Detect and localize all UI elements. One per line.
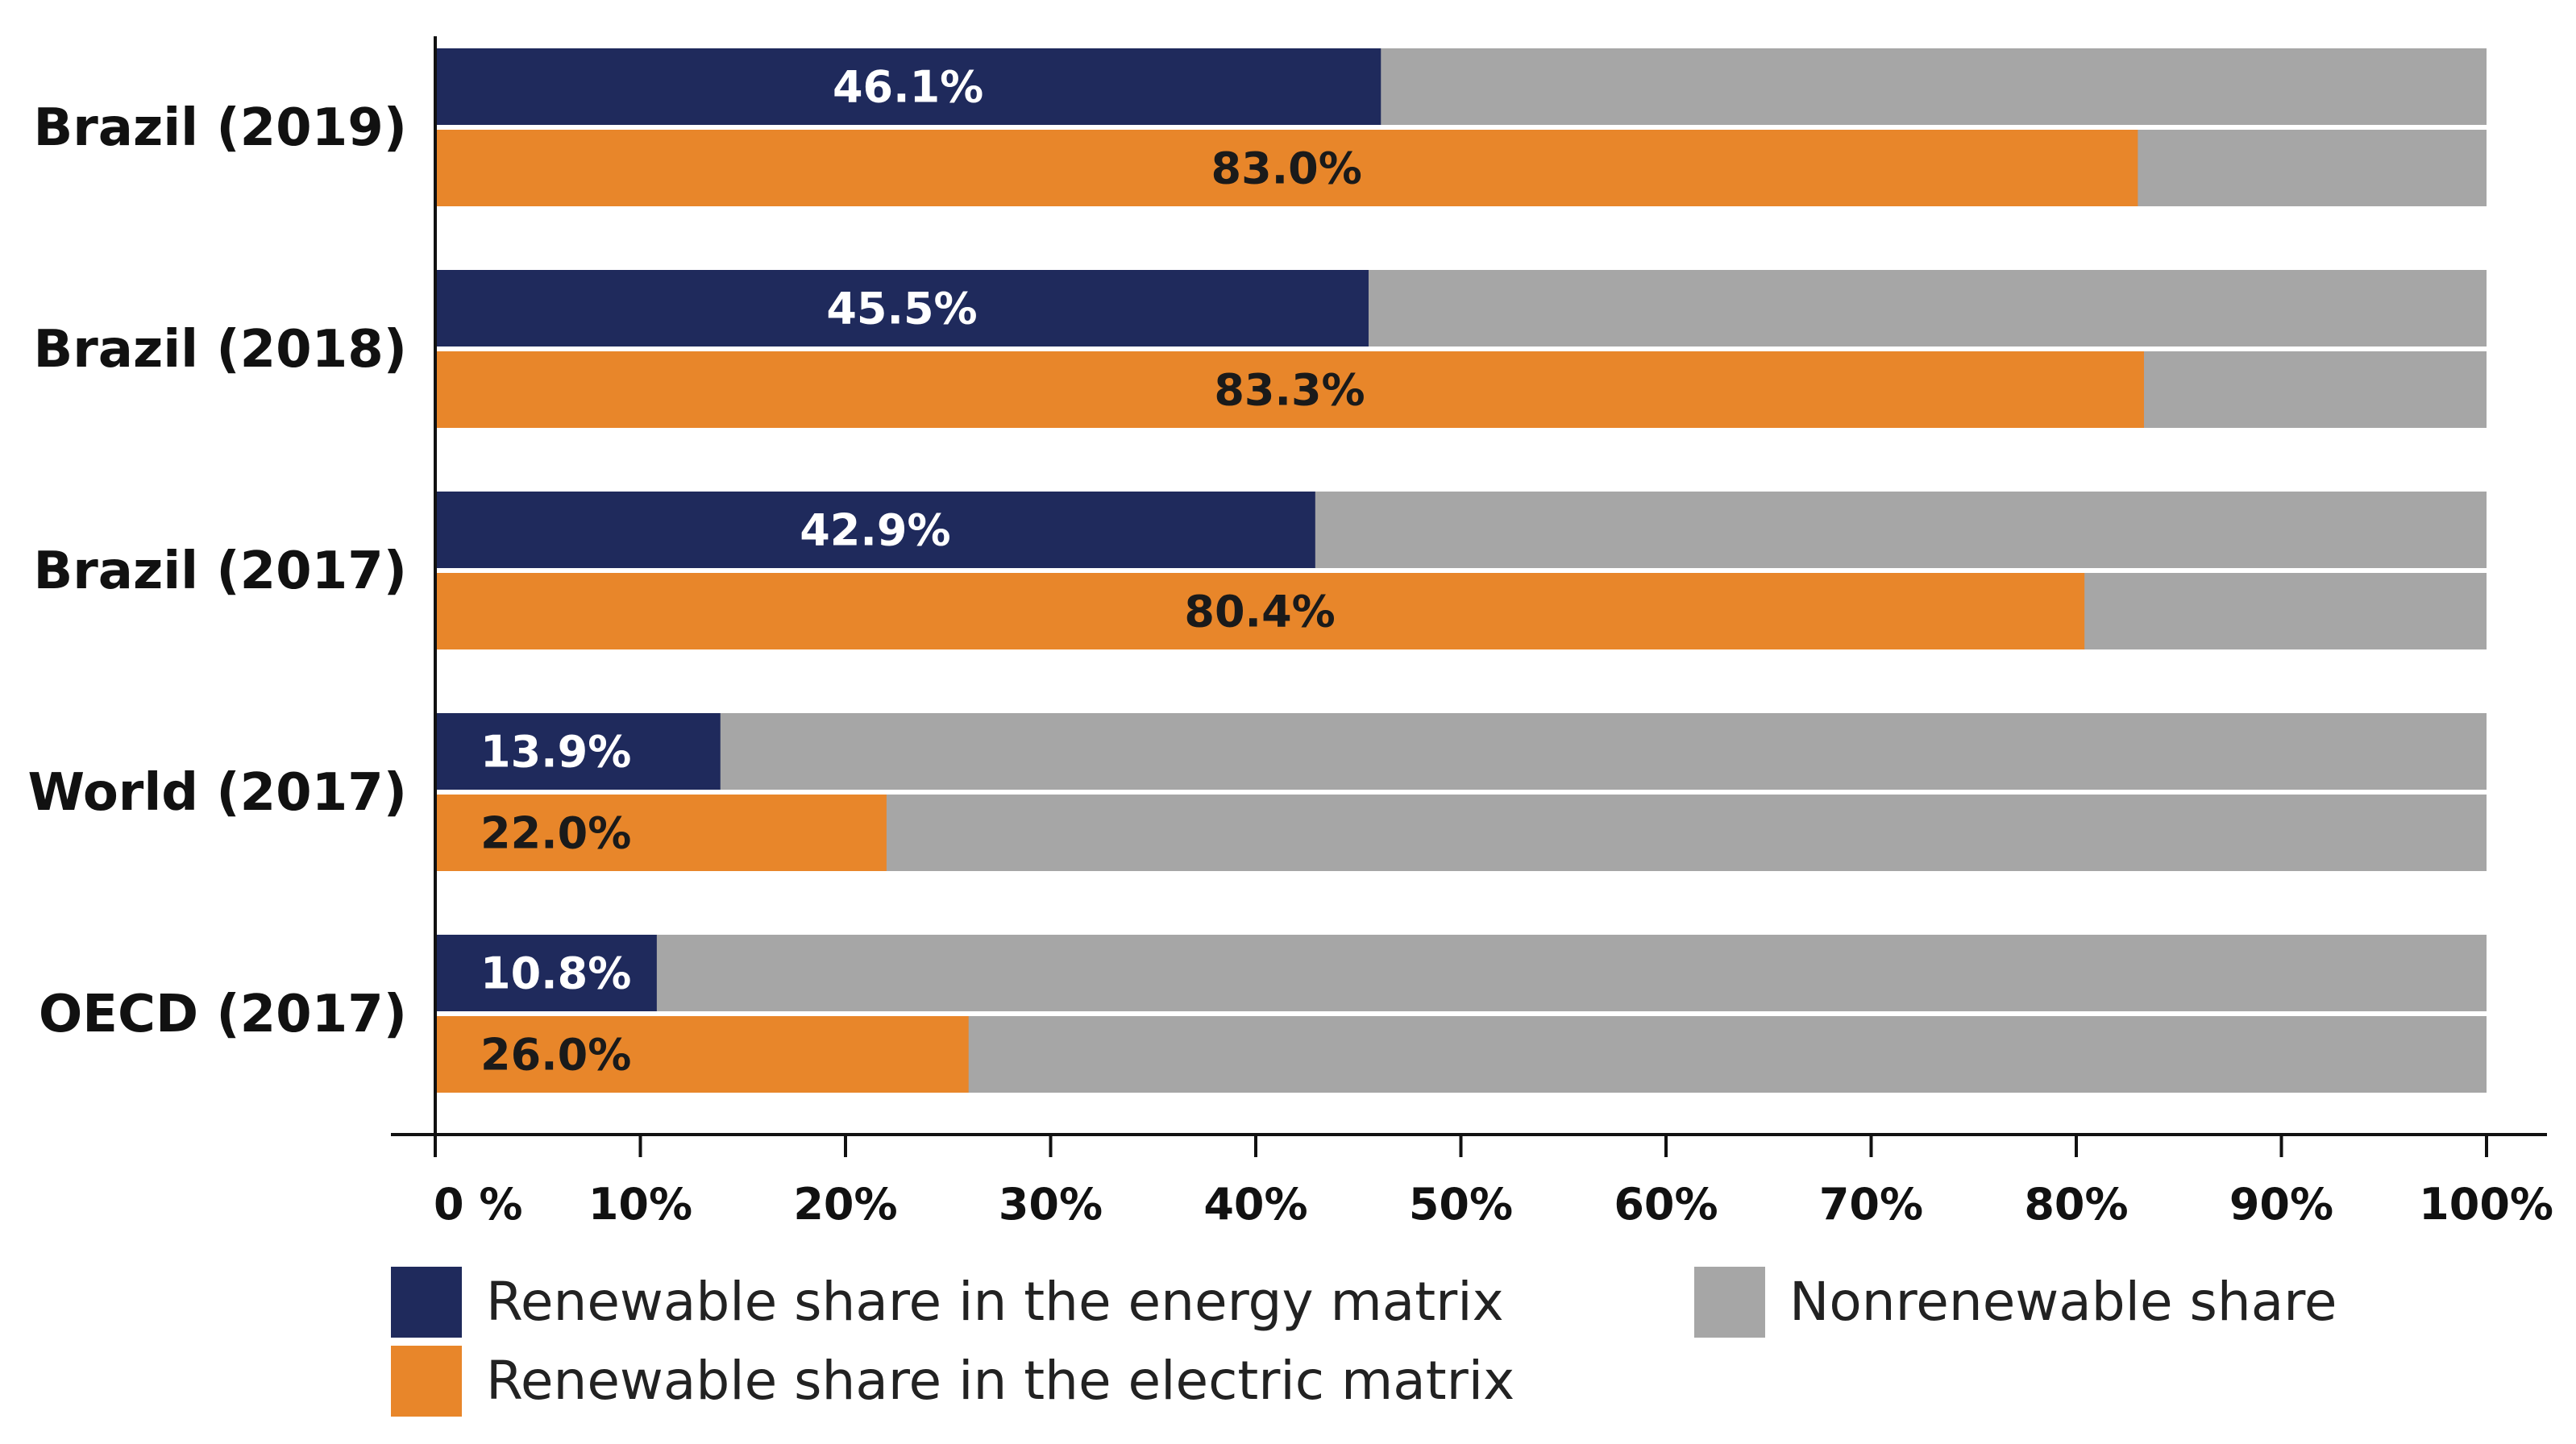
x-tick-label: 30%	[999, 1179, 1103, 1230]
bar-energy	[435, 270, 1369, 346]
bar-energy	[435, 492, 1315, 568]
data-label-energy: 46.1%	[833, 62, 983, 113]
x-tick-label: 0 %	[434, 1179, 522, 1230]
data-label-energy: 45.5%	[826, 284, 977, 334]
legend-swatch-energy	[391, 1267, 462, 1338]
data-label-energy: 13.9%	[480, 727, 631, 778]
category-label: World (2017)	[28, 763, 408, 823]
bar-energy	[435, 935, 657, 1011]
legend-swatch-nonrenewable	[1694, 1267, 1765, 1338]
legend-swatch-electric	[391, 1346, 462, 1417]
x-tick-label: 10%	[588, 1179, 692, 1230]
x-tick-label: 80%	[2024, 1179, 2128, 1230]
bar-electric	[435, 573, 2085, 649]
category-label: OECD (2017)	[39, 985, 407, 1044]
bar-nonrenewable	[435, 713, 2487, 790]
data-label-electric: 80.4%	[1184, 587, 1335, 637]
bar-energy	[435, 713, 721, 790]
x-tick-label: 100%	[2419, 1179, 2553, 1230]
bar-electric	[435, 351, 2144, 428]
bar-electric	[435, 1016, 969, 1093]
bar-nonrenewable	[435, 935, 2487, 1011]
bar-electric	[435, 795, 887, 871]
bar-energy	[435, 48, 1381, 125]
x-tick-label: 50%	[1409, 1179, 1513, 1230]
data-label-energy: 10.8%	[480, 948, 631, 999]
category-label: Brazil (2017)	[33, 542, 407, 601]
x-tick-label: 70%	[1819, 1179, 1923, 1230]
x-tick-label: 90%	[2229, 1179, 2333, 1230]
data-label-electric: 83.0%	[1211, 143, 1362, 194]
data-label-electric: 22.0%	[480, 808, 631, 859]
category-label: Brazil (2018)	[33, 320, 407, 380]
legend-label-nonrenewable: Nonrenewable share	[1789, 1271, 2337, 1333]
data-label-electric: 26.0%	[480, 1030, 631, 1081]
data-label-energy: 42.9%	[800, 505, 950, 556]
x-tick-label: 20%	[793, 1179, 897, 1230]
x-tick-label: 40%	[1203, 1179, 1307, 1230]
bar-electric	[435, 130, 2138, 206]
legend-label-electric: Renewable share in the electric matrix	[486, 1350, 1514, 1412]
category-label: Brazil (2019)	[33, 98, 407, 158]
legend-label-energy: Renewable share in the energy matrix	[486, 1271, 1504, 1333]
data-label-electric: 83.3%	[1214, 365, 1365, 416]
x-tick-label: 60%	[1614, 1179, 1718, 1230]
